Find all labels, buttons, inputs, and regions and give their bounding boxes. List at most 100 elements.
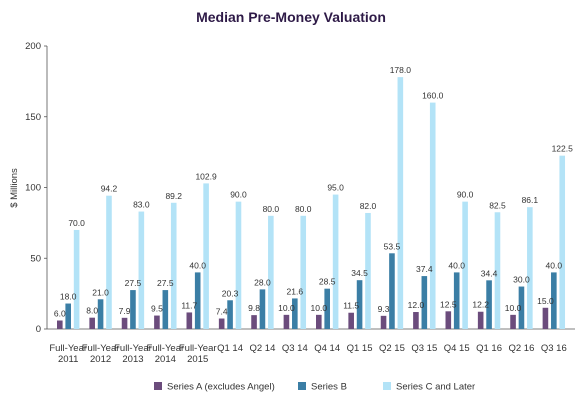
bar bbox=[477, 311, 484, 329]
x-tick-label: 2015 bbox=[187, 354, 208, 365]
data-label: 11.7 bbox=[181, 300, 197, 310]
bar bbox=[518, 286, 525, 329]
data-label: 30.0 bbox=[513, 275, 530, 285]
data-label: 34.5 bbox=[351, 268, 368, 278]
data-label: 83.0 bbox=[133, 200, 150, 210]
bar bbox=[292, 298, 298, 329]
data-label: 102.9 bbox=[195, 171, 217, 181]
x-tick-label: Full-Year bbox=[146, 343, 184, 354]
bar bbox=[97, 299, 104, 329]
bar bbox=[559, 155, 566, 329]
bar bbox=[365, 212, 371, 329]
bar bbox=[324, 288, 330, 329]
bar bbox=[268, 215, 274, 329]
legend-swatch bbox=[154, 382, 162, 390]
y-tick-label: 150 bbox=[25, 112, 41, 123]
bar bbox=[170, 202, 177, 329]
y-tick-label: 200 bbox=[25, 41, 41, 52]
data-label: 6.0 bbox=[54, 309, 66, 319]
bar bbox=[551, 272, 557, 329]
legend-label: Series A (excludes Angel) bbox=[167, 382, 275, 393]
chart-title: Median Pre-Money Valuation bbox=[196, 9, 386, 25]
bar bbox=[65, 303, 71, 329]
x-tick-label: Q1 16 bbox=[476, 343, 502, 354]
data-label: 160.0 bbox=[422, 91, 444, 101]
data-label: 34.4 bbox=[481, 268, 498, 278]
data-label: 82.0 bbox=[360, 201, 377, 211]
bar bbox=[186, 312, 193, 329]
data-label: 90.0 bbox=[457, 190, 474, 200]
x-tick-label: 2013 bbox=[122, 354, 143, 365]
x-tick-label: Q2 16 bbox=[509, 343, 535, 354]
data-label: 15.0 bbox=[537, 296, 554, 306]
data-label: 95.0 bbox=[327, 183, 344, 193]
data-label: 21.0 bbox=[92, 287, 109, 297]
legend-label: Series B bbox=[311, 382, 347, 393]
bar bbox=[486, 280, 492, 329]
data-label: 90.0 bbox=[230, 190, 247, 200]
x-tick-label: Q4 14 bbox=[314, 343, 340, 354]
bar bbox=[332, 194, 339, 329]
bar bbox=[89, 317, 95, 329]
data-label: 8.0 bbox=[86, 306, 98, 316]
bar bbox=[413, 312, 419, 329]
y-axis-label: $ Millions bbox=[9, 168, 20, 208]
data-label: 53.5 bbox=[384, 241, 401, 251]
bar bbox=[380, 315, 387, 329]
data-label: 20.3 bbox=[222, 288, 239, 298]
bar bbox=[73, 229, 80, 329]
data-label: 80.0 bbox=[263, 204, 280, 214]
x-tick-label: Full-Year bbox=[49, 343, 87, 354]
bar bbox=[542, 307, 549, 329]
data-label: 10.0 bbox=[505, 303, 522, 313]
data-label: 28.5 bbox=[319, 277, 336, 287]
legend-label: Series C and Later bbox=[396, 382, 475, 393]
data-label: 86.1 bbox=[522, 195, 539, 205]
data-label: 82.5 bbox=[489, 200, 506, 210]
bar bbox=[510, 314, 516, 329]
bar bbox=[194, 272, 201, 329]
bar bbox=[154, 315, 160, 329]
data-label: 12.2 bbox=[472, 300, 489, 310]
x-tick-label: 2012 bbox=[90, 354, 111, 365]
bar bbox=[316, 314, 322, 329]
data-label: 27.5 bbox=[125, 278, 142, 288]
data-label: 40.0 bbox=[448, 260, 465, 270]
data-label: 7.9 bbox=[119, 306, 131, 316]
bar bbox=[259, 289, 266, 329]
data-label: 11.5 bbox=[343, 301, 359, 311]
bar bbox=[251, 315, 257, 329]
data-label: 94.2 bbox=[101, 184, 118, 194]
bar bbox=[356, 280, 363, 329]
bar bbox=[389, 253, 395, 329]
data-label: 40.0 bbox=[546, 260, 563, 270]
y-tick-label: 100 bbox=[25, 183, 41, 194]
data-label: 89.2 bbox=[165, 191, 182, 201]
x-tick-label: Q1 15 bbox=[347, 343, 373, 354]
bar bbox=[218, 318, 225, 329]
x-tick-label: Q3 15 bbox=[411, 343, 437, 354]
data-label: 178.0 bbox=[390, 65, 412, 75]
data-label: 40.0 bbox=[189, 260, 206, 270]
y-tick-label: 0 bbox=[36, 324, 41, 335]
data-label: 27.5 bbox=[157, 278, 174, 288]
data-label: 28.0 bbox=[254, 277, 271, 287]
data-label: 122.5 bbox=[552, 144, 574, 154]
y-tick-label: 50 bbox=[30, 253, 41, 264]
bar bbox=[227, 300, 233, 329]
data-label: 10.0 bbox=[278, 303, 295, 313]
bar bbox=[162, 290, 169, 329]
bar bbox=[527, 207, 533, 329]
data-label: 12.5 bbox=[440, 299, 457, 309]
bar bbox=[106, 195, 112, 329]
legend-swatch bbox=[383, 382, 391, 390]
legend: Series A (excludes Angel) Series B Series … bbox=[154, 382, 475, 393]
bar bbox=[494, 212, 501, 329]
bar bbox=[203, 183, 209, 329]
x-tick-label: 2011 bbox=[58, 354, 78, 365]
bar bbox=[421, 276, 428, 329]
data-label: 12.0 bbox=[408, 300, 425, 310]
bar bbox=[138, 211, 145, 329]
